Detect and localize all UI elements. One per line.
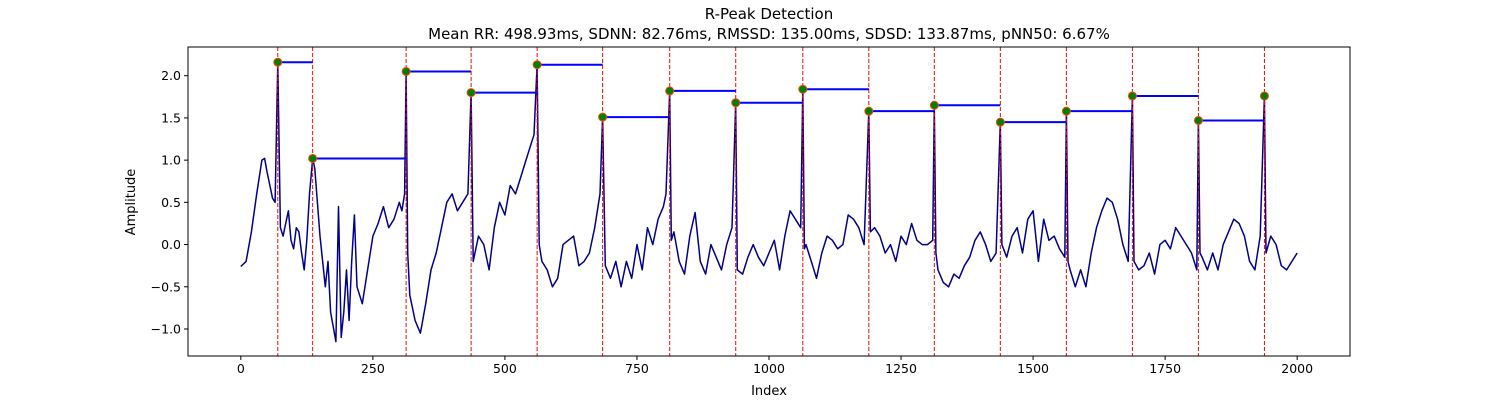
x-tick-label: 0	[237, 361, 245, 376]
peak-marker-10	[929, 100, 939, 110]
peak-marker-5	[598, 112, 608, 122]
y-tick-label: 1.5	[161, 110, 181, 125]
ecg-signal-line	[240, 61, 1298, 343]
x-tick-label: 1500	[1017, 361, 1049, 376]
data-layer	[240, 47, 1298, 356]
peak-marker-13	[1127, 91, 1137, 101]
peak-marker-12	[1061, 106, 1071, 116]
x-tick-label: 750	[625, 361, 649, 376]
peak-marker-11	[995, 117, 1005, 127]
peak-marker-6	[665, 86, 675, 96]
x-tick-label: 2000	[1281, 361, 1313, 376]
y-axis-label: Amplitude	[124, 169, 139, 236]
y-axis: −1.0 −0.5 0.0 0.5 1.0 1.5 2.0	[151, 68, 188, 336]
peak-marker-3	[466, 88, 476, 98]
peak-marker-2	[401, 66, 411, 76]
x-tick-label: 500	[493, 361, 517, 376]
x-tick-label: 1250	[885, 361, 917, 376]
peak-marker-8	[798, 84, 808, 94]
plot-frame	[187, 46, 1351, 357]
y-tick-label: 0.0	[161, 237, 181, 252]
x-tick-label: 1750	[1149, 361, 1181, 376]
x-tick-label: 250	[361, 361, 385, 376]
peak-marker-7	[731, 98, 741, 108]
y-tick-label: −0.5	[151, 279, 181, 294]
peak-marker-1	[308, 153, 318, 163]
x-tick-label: 1000	[753, 361, 785, 376]
peak-marker-9	[864, 106, 874, 116]
y-tick-label: −1.0	[151, 321, 181, 336]
peak-marker-15	[1259, 91, 1269, 101]
chart-subtitle: Mean RR: 498.93ms, SDNN: 82.76ms, RMSSD:…	[428, 25, 1110, 43]
chart-title: R-Peak Detection	[705, 5, 833, 23]
y-tick-label: 1.0	[161, 153, 181, 168]
peak-marker-0	[273, 57, 283, 67]
y-tick-label: 0.5	[161, 195, 181, 210]
peak-marker-4	[532, 60, 542, 70]
x-axis-label: Index	[751, 384, 787, 399]
x-axis: 0 250 500 750 1000 1250 1500 1750 2000	[237, 356, 1313, 376]
y-tick-label: 2.0	[161, 68, 181, 83]
peak-marker-14	[1193, 115, 1203, 125]
